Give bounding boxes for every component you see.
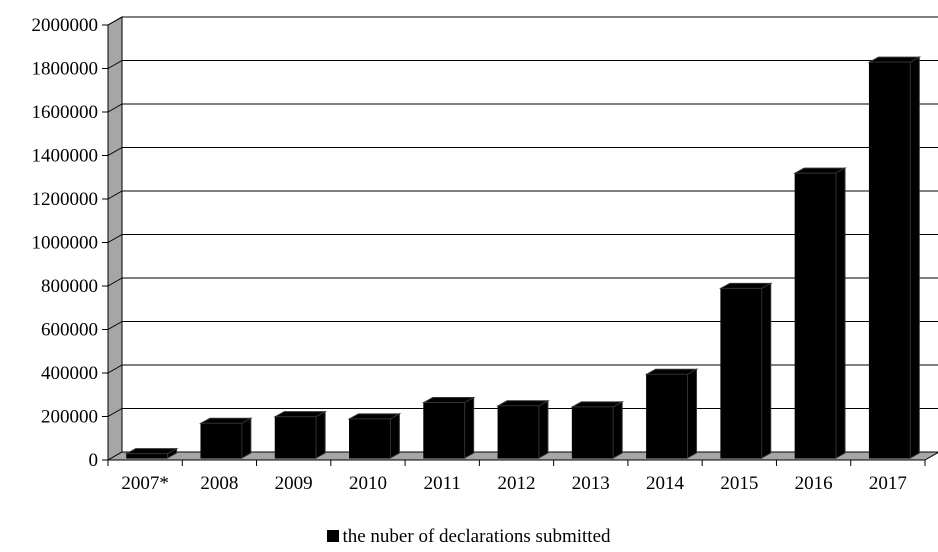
gridline-side — [107, 277, 123, 287]
bar-front — [200, 422, 243, 459]
y-tick-label: 1200000 — [32, 189, 99, 210]
x-tick-label: 2009 — [275, 473, 313, 494]
y-tick-label: 1400000 — [32, 146, 99, 167]
bar — [496, 399, 550, 459]
bar-front — [126, 453, 169, 459]
x-tick-label: 2010 — [349, 473, 387, 494]
legend-label: the nuber of declarations submitted — [342, 526, 611, 547]
bar — [644, 368, 699, 459]
x-tick-label: 2013 — [572, 473, 610, 494]
bar-front — [646, 373, 688, 459]
gridline-side — [107, 16, 123, 26]
gridline-side — [107, 147, 123, 156]
bar — [199, 417, 253, 459]
y-tick-label: 600000 — [41, 320, 98, 341]
y-tick-label: 1800000 — [32, 59, 99, 80]
bar-side — [389, 413, 400, 459]
bar-side — [686, 368, 697, 459]
bar — [347, 413, 402, 459]
legend-swatch — [327, 530, 340, 542]
gridline-side — [107, 321, 123, 330]
bar-side — [464, 396, 475, 459]
x-tick-label: 2008 — [200, 473, 238, 494]
y-tick-label: 2000000 — [32, 15, 99, 36]
y-tick-label: 200000 — [41, 407, 98, 428]
y-tick-label: 400000 — [41, 363, 98, 384]
bar-side — [909, 56, 920, 459]
bars — [124, 56, 922, 459]
y-tick-label: 1600000 — [32, 102, 99, 123]
y-tick-label: 1000000 — [32, 233, 99, 254]
bar-front — [794, 172, 837, 459]
x-tick-label: 2012 — [498, 473, 536, 494]
bar — [570, 401, 625, 459]
x-tick-label: 2015 — [720, 473, 758, 494]
gridline-side — [107, 60, 123, 69]
bar-side — [612, 401, 623, 459]
bar-front — [349, 418, 391, 459]
gridline-side — [107, 234, 123, 243]
bar-front — [423, 402, 466, 459]
x-axis-ticks: 2007* 2008 2009 2010 2011 2012 2013 2014 2015 201… — [107, 459, 926, 494]
bar-front — [720, 287, 763, 459]
bar-side — [241, 417, 252, 459]
bar-front — [868, 61, 911, 459]
x-tick-label: 2014 — [646, 473, 685, 494]
bar — [793, 167, 847, 459]
bar-front — [497, 405, 540, 459]
x-tick-label: 2016 — [795, 473, 833, 494]
bar-side — [835, 167, 846, 459]
gridline-side — [107, 103, 123, 113]
y-tick-label: 0 — [89, 450, 99, 471]
bar-side — [167, 447, 178, 459]
bar — [718, 282, 773, 459]
bar-front — [571, 406, 614, 459]
gridline-side — [107, 408, 123, 417]
legend: the nuber of declarations submitted — [0, 526, 938, 548]
bar-front — [274, 416, 317, 459]
x-tick-label: 2017 — [869, 473, 907, 494]
bar — [124, 447, 179, 459]
bar — [421, 396, 476, 459]
x-tick-label: 2011 — [424, 473, 461, 494]
gridline-side — [107, 364, 123, 374]
bar-side — [315, 410, 326, 459]
bar-side — [538, 399, 549, 459]
y-tick-label: 800000 — [41, 276, 98, 297]
bar — [867, 56, 922, 459]
y-axis-ticks: 0 200000 400000 600000 800000 1000000 1200000 1… — [32, 15, 109, 471]
x-tick-label: 2007* — [121, 473, 169, 494]
bar-side — [761, 282, 772, 459]
bar — [273, 410, 328, 459]
gridline-side — [107, 190, 123, 200]
